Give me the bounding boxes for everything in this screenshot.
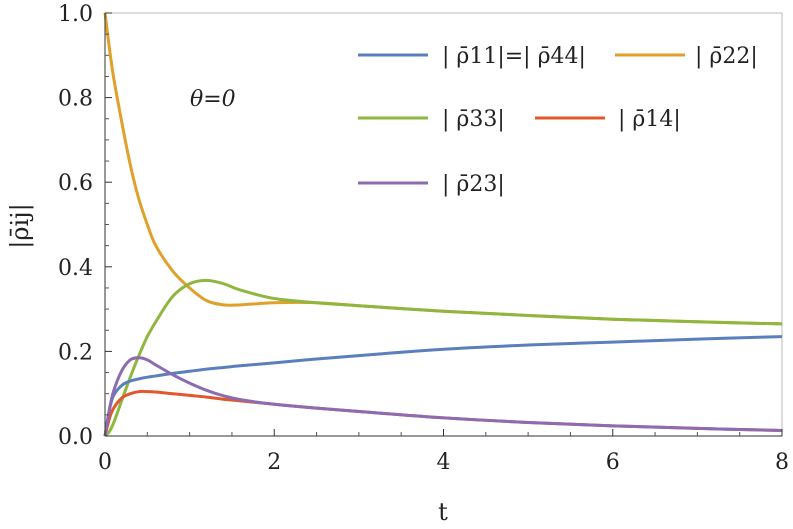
legend-label: | ρ̄23| xyxy=(442,172,505,197)
y-tick-label: 0.8 xyxy=(58,87,93,112)
series-line-5 xyxy=(103,356,783,437)
plot-area xyxy=(104,12,783,437)
x-axis-title: t xyxy=(438,498,448,526)
ticks-layer: 0 2 4 6 8 0.0 0.2 0.4 0.6 0.8 1.0 xyxy=(58,2,789,475)
y-tick-label: 1.0 xyxy=(58,2,93,27)
legend: | ρ̄11|=| ρ̄44| | ρ̄22| | ρ̄33| | ρ̄14| | ρ̄… xyxy=(358,44,758,197)
series-line-3 xyxy=(103,278,783,438)
plot-frame xyxy=(104,12,783,437)
y-axis-title: |ρ̄ij| xyxy=(6,203,35,248)
y-tick-label: 0.6 xyxy=(58,171,93,196)
y-tick-label: 0.2 xyxy=(58,340,93,365)
series-line-1 xyxy=(103,335,783,437)
x-tick-label: 8 xyxy=(775,450,789,475)
legend-label: | ρ̄14| xyxy=(618,107,681,132)
legend-label: | ρ̄11|=| ρ̄44| xyxy=(442,44,586,69)
x-tick-label: 6 xyxy=(606,450,620,475)
x-tick-label: 0 xyxy=(98,450,112,475)
theta-annotation: θ=0 xyxy=(190,87,236,112)
axes-layer xyxy=(104,13,782,437)
y-tick-label: 0.4 xyxy=(58,256,93,281)
legend-label: | ρ̄22| xyxy=(695,44,758,69)
y-tick-label: 0.0 xyxy=(58,425,93,450)
series-layer xyxy=(103,12,783,438)
x-tick-label: 2 xyxy=(267,450,281,475)
legend-label: | ρ̄33| xyxy=(442,107,505,132)
x-tick-label: 4 xyxy=(437,450,451,475)
